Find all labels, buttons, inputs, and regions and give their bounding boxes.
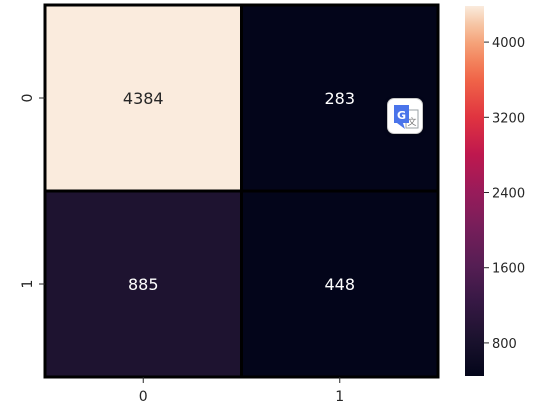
- colorbar-tick-label-1: 1600: [492, 262, 525, 277]
- cell-value-label-0-1: 283: [324, 89, 355, 108]
- y-tick-label-0: 0: [20, 94, 36, 103]
- x-tick-label-0: 0: [139, 389, 148, 405]
- cell-value-label-0-0: 4384: [123, 89, 164, 108]
- google-translate-button[interactable]: 文 G: [387, 98, 423, 134]
- cell-value-label-1-1: 448: [324, 275, 355, 294]
- x-tick-label-1: 1: [335, 389, 344, 405]
- svg-text:文: 文: [407, 116, 416, 128]
- y-tick-label-1: 1: [20, 280, 36, 289]
- colorbar-tick-label-4: 4000: [492, 36, 525, 51]
- colorbar-tick-label-2: 2400: [492, 187, 525, 202]
- heatmap-cell-1-0: [43, 189, 243, 379]
- colorbar: [465, 6, 484, 376]
- heatmap-cell-0-0: [43, 3, 243, 193]
- heatmap-cell-1-1: [240, 189, 440, 379]
- colorbar-tick-label-0: 800: [492, 337, 517, 352]
- cell-value-label-1-0: 885: [128, 275, 159, 294]
- google-translate-icon: 文 G: [394, 105, 419, 129]
- google-translate-glyph: G: [397, 109, 406, 122]
- colorbar-tick-label-3: 3200: [492, 111, 525, 126]
